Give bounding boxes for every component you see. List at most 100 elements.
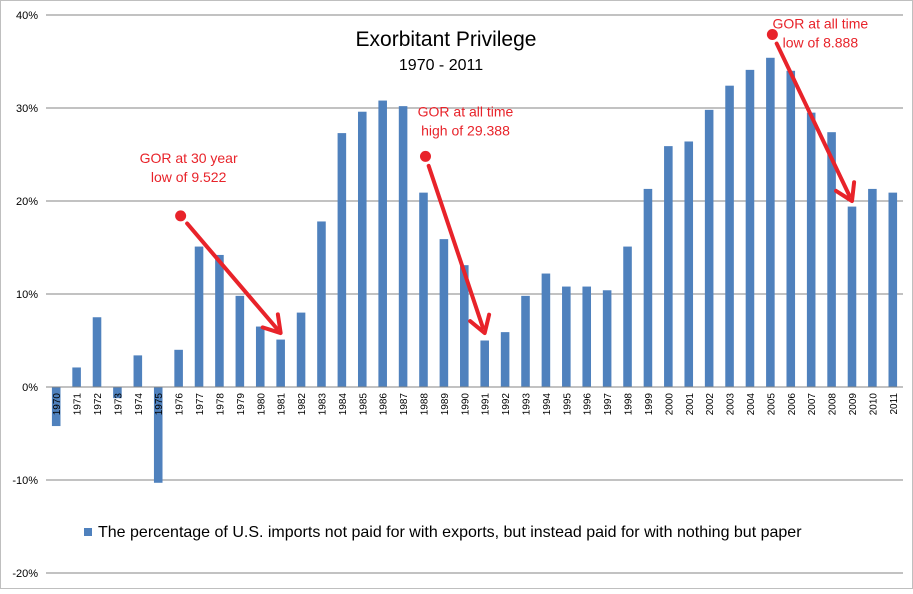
x-tick-label: 1998 xyxy=(624,393,635,416)
bar-1980 xyxy=(255,326,265,387)
bar-1992 xyxy=(500,332,510,387)
bar-1979 xyxy=(235,295,245,387)
x-tick-label: 1978 xyxy=(215,393,226,416)
bar-2006 xyxy=(786,70,796,388)
annotation-label-line1: GOR at all time xyxy=(418,103,514,119)
x-tick-label: 1975 xyxy=(154,393,165,416)
bars xyxy=(51,57,898,483)
annotation-label-line1: GOR at all time xyxy=(773,16,869,32)
x-tick-label: 2008 xyxy=(828,393,839,416)
x-tick-label: 2002 xyxy=(705,393,716,416)
bar-1991 xyxy=(480,340,489,387)
y-tick-label: 10% xyxy=(16,289,38,301)
bar-1989 xyxy=(439,239,449,387)
x-tick-label: 1988 xyxy=(419,393,430,416)
bar-1995 xyxy=(562,286,571,387)
legend-label: The percentage of U.S. imports not paid … xyxy=(98,524,802,541)
annotation-label-line2: high of 29.388 xyxy=(421,122,510,138)
x-tick-label: 2004 xyxy=(746,393,757,416)
bar-2007 xyxy=(806,112,816,388)
annotation-arrow-shaft xyxy=(774,41,852,198)
y-tick-label: -20% xyxy=(12,568,38,580)
x-tick-label: 1994 xyxy=(542,393,553,416)
x-tick-label: 1996 xyxy=(583,393,594,416)
x-tick-label: 1970 xyxy=(52,393,63,416)
bar-1970 xyxy=(51,387,61,427)
bar-1996 xyxy=(582,286,592,387)
bar-1977 xyxy=(194,246,204,387)
legend: The percentage of U.S. imports not paid … xyxy=(84,524,802,541)
x-tick-label: 1982 xyxy=(297,393,308,416)
annotation-marker xyxy=(175,210,187,222)
x-tick-label: 1984 xyxy=(338,393,349,416)
bar-1988 xyxy=(419,192,428,387)
bar-1973 xyxy=(113,387,122,399)
bar-1978 xyxy=(215,254,224,387)
x-tick-label: 2000 xyxy=(664,393,675,416)
annotation-arrow-head xyxy=(468,312,492,336)
x-tick-label: 1979 xyxy=(236,393,247,416)
x-tick-label: 1971 xyxy=(73,393,84,416)
x-tick-label: 1976 xyxy=(175,393,186,416)
bar-1981 xyxy=(276,339,285,387)
y-tick-label: 20% xyxy=(16,196,38,208)
x-tick-label: 1995 xyxy=(562,393,573,416)
annotation-arrow-head xyxy=(260,312,283,336)
annotation-label-line2: low of 9.522 xyxy=(151,169,227,185)
bar-2004 xyxy=(745,69,755,388)
bar-1997 xyxy=(602,290,612,387)
bar-2000 xyxy=(664,146,673,387)
x-tick-label: 1974 xyxy=(134,393,145,416)
bar-2003 xyxy=(725,85,734,388)
x-tick-label: 1981 xyxy=(277,393,288,416)
bar-1990 xyxy=(460,265,469,387)
chart-title: Exorbitant Privilege xyxy=(356,28,537,51)
y-tick-label: -10% xyxy=(12,475,38,487)
annotation-label-line2: low of 8.888 xyxy=(783,35,859,51)
x-tick-label: 2007 xyxy=(807,393,818,416)
y-axis-ticks: -20% -10% 0% 10% 20% 30% 40% xyxy=(12,10,38,580)
bar-1975 xyxy=(153,387,163,483)
bar-1999 xyxy=(643,188,653,387)
x-tick-label: 1990 xyxy=(460,393,471,416)
annotation-arrow-shaft xyxy=(426,163,485,330)
x-tick-label: 2011 xyxy=(889,393,900,415)
x-tick-label: 1985 xyxy=(358,393,369,416)
annotation-marker xyxy=(419,150,431,162)
bar-1993 xyxy=(521,295,530,387)
annotation-arrow-shaft xyxy=(185,221,279,331)
x-tick-label: 1989 xyxy=(440,393,451,416)
bar-1982 xyxy=(296,312,306,387)
annotation-marker xyxy=(766,29,778,41)
bar-1998 xyxy=(623,246,632,387)
bar-1987 xyxy=(398,106,408,387)
bar-2008 xyxy=(827,132,836,387)
y-tick-label: 30% xyxy=(16,103,38,115)
y-tick-label: 0% xyxy=(22,382,38,394)
x-tick-label: 1992 xyxy=(501,393,512,416)
x-tick-label: 1973 xyxy=(113,393,124,416)
annotation-label-line1: GOR at 30 year xyxy=(140,150,238,166)
x-tick-label: 1972 xyxy=(93,393,104,416)
bar-2001 xyxy=(684,141,694,387)
x-tick-label: 1980 xyxy=(256,393,267,416)
bar-1985 xyxy=(357,111,367,387)
x-tick-label: 1997 xyxy=(603,393,614,416)
y-tick-label: 40% xyxy=(16,10,38,22)
bar-1994 xyxy=(541,273,551,387)
bar-1971 xyxy=(72,367,81,387)
x-axis-ticks: 1970 1971 1972 1973 1974 1975 1976 1977 1978 1979… xyxy=(52,393,900,416)
legend-swatch xyxy=(84,528,92,536)
x-tick-label: 1991 xyxy=(481,393,492,416)
bar-1986 xyxy=(378,100,387,387)
bar-2010 xyxy=(868,188,877,387)
bar-1983 xyxy=(317,221,326,387)
chart-subtitle: 1970 - 2011 xyxy=(399,57,483,74)
bar-2005 xyxy=(766,57,775,387)
annotation-arrow-head xyxy=(834,180,857,203)
bar-2011 xyxy=(888,192,898,387)
x-tick-label: 1999 xyxy=(644,393,655,416)
bar-1984 xyxy=(337,133,347,387)
